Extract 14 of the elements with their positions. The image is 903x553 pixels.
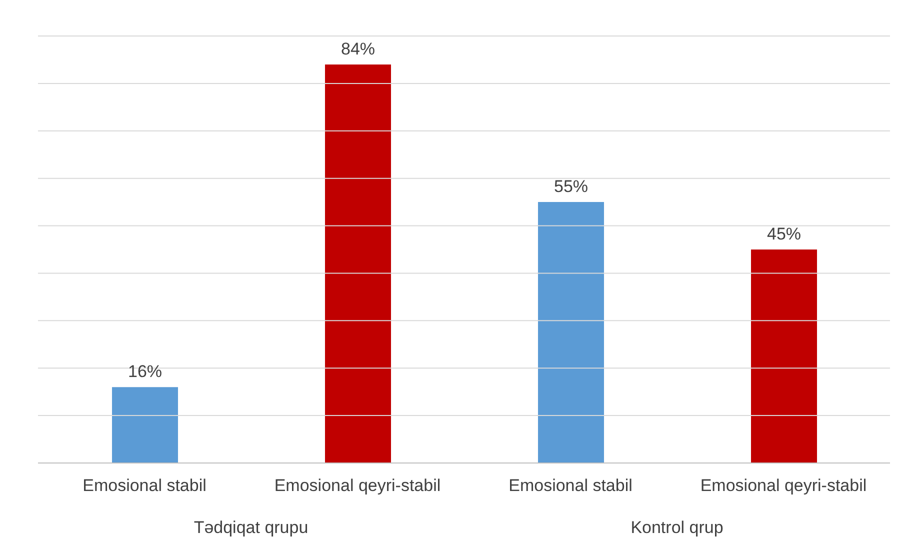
bar bbox=[538, 202, 604, 463]
data-label: 84% bbox=[340, 39, 376, 58]
bar bbox=[112, 387, 178, 463]
bar bbox=[325, 64, 391, 463]
x-tick-label: Emosional stabil bbox=[82, 476, 206, 496]
x-tick-label: Emosional stabil bbox=[508, 476, 632, 496]
bar bbox=[751, 250, 817, 463]
data-label: 16% bbox=[128, 362, 162, 382]
data-label: 55% bbox=[554, 177, 588, 196]
text: Kontrol qrup bbox=[630, 518, 724, 538]
x-tick-label: Emosional qeyri-stabil bbox=[274, 476, 441, 496]
text: Tədqiqat qrupu bbox=[192, 518, 310, 538]
data-label: 45% bbox=[766, 224, 802, 244]
x-tick-label: Emosional qeyri-stabil bbox=[700, 476, 867, 496]
